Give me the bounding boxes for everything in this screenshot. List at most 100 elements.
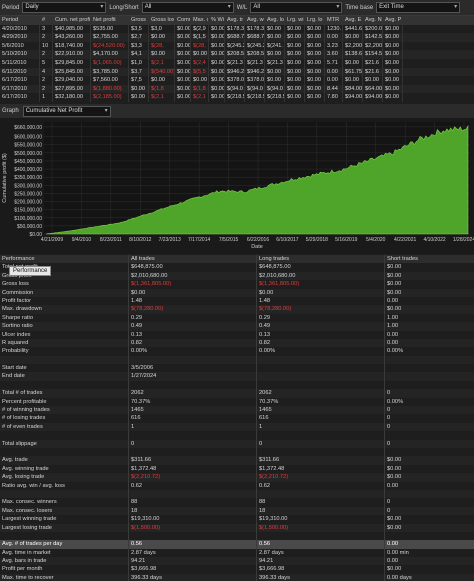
performance-row[interactable] bbox=[0, 431, 474, 440]
performance-row[interactable]: Ulcer index 0.13 0.13 0.00 bbox=[0, 330, 474, 339]
performance-row[interactable]: End date 1/27/2024 bbox=[0, 372, 474, 381]
column-header[interactable]: Lrg. wi bbox=[287, 16, 305, 25]
performance-row[interactable]: Largest winning trade $19,310.00 $19,310.0… bbox=[0, 515, 474, 524]
performance-row[interactable]: # of winning trades 1465 1465 0 bbox=[0, 406, 474, 415]
table-cell: $0.00 bbox=[383, 84, 403, 94]
table-cell: $0.00 bbox=[285, 67, 305, 77]
metric-value bbox=[256, 380, 384, 390]
column-header[interactable]: Avg. N bbox=[365, 16, 383, 25]
metric-value: 0.00% bbox=[128, 347, 256, 356]
performance-row[interactable]: Max. consec. winners 88 88 0 bbox=[0, 498, 474, 507]
performance-row[interactable]: R squared 0.82 0.82 0.00 bbox=[0, 338, 474, 348]
performance-row[interactable]: Gross profit$2,010,680.00$2,010,680.00$0… bbox=[0, 271, 474, 281]
metric-label bbox=[0, 448, 128, 456]
column-header[interactable]: Gross bbox=[129, 16, 149, 25]
column-header[interactable]: Max. c bbox=[193, 16, 209, 25]
performance-row[interactable] bbox=[0, 489, 474, 499]
performance-row[interactable] bbox=[0, 380, 474, 390]
wl-label: W/L bbox=[236, 4, 248, 11]
metric-value: $19,310.00 bbox=[256, 515, 384, 524]
performance-row[interactable]: Avg. winning trade $1,372.48 $1,372.48 $0.0… bbox=[0, 464, 474, 474]
performance-row[interactable]: Largest losing trade $(1,500.00) $(1,500.0… bbox=[0, 523, 474, 532]
metric-value: $(2,210.72) bbox=[256, 473, 384, 482]
y-tick-label: $660,000.00 bbox=[14, 125, 42, 131]
column-header[interactable]: Performance bbox=[2, 256, 35, 262]
period-table-row[interactable]: 6/17/2010 1 $32,180.00 $(2,185.00) $0.00 $(2,… bbox=[0, 93, 474, 102]
column-header[interactable]: Comm bbox=[175, 16, 191, 25]
performance-row[interactable]: Ratio avg. win / avg. loss 0.62 0.62 0.00 bbox=[0, 481, 474, 490]
period-table-row[interactable]: 6/17/2010 2 $29,040.00 $7,560.00 $7,5 $0.00 $0… bbox=[0, 76, 474, 85]
performance-row[interactable]: Sharpe ratio 0.29 0.29 1.00 bbox=[0, 313, 474, 323]
column-header[interactable]: Short trades bbox=[384, 255, 474, 264]
column-header[interactable]: % Win bbox=[211, 16, 225, 25]
performance-row[interactable] bbox=[0, 355, 474, 365]
metric-value: 1.48 bbox=[256, 296, 384, 306]
performance-row[interactable] bbox=[0, 447, 474, 457]
column-header[interactable]: Avg. P bbox=[385, 16, 403, 25]
table-cell: $3,5 bbox=[129, 24, 149, 34]
wl-select[interactable]: All bbox=[250, 2, 343, 13]
performance-row[interactable]: Total slippage 0 0 0 bbox=[0, 439, 474, 448]
performance-row[interactable]: Commission $0.00 $0.00 $0.00 bbox=[0, 288, 474, 297]
column-header[interactable]: All trades bbox=[128, 255, 256, 264]
performance-row[interactable]: Avg. time in market 2.87 days 2.87 days 0.0… bbox=[0, 548, 474, 558]
column-header[interactable]: Lrg. lo bbox=[305, 16, 325, 25]
metric-label: Total slippage bbox=[2, 440, 37, 447]
period-table-row[interactable]: 5/6/2010 10 $18,740.00 $(24,520.00) $3,3 $(28… bbox=[0, 41, 474, 51]
column-header[interactable]: Cum. net profit bbox=[55, 16, 91, 25]
graph-type-select[interactable]: Cumulative Net Profit bbox=[22, 105, 111, 117]
performance-row[interactable]: # of even trades 1 1 0 bbox=[0, 422, 474, 432]
performance-row[interactable]: Percent profitable 70.37% 70.37% 0.00% bbox=[0, 397, 474, 407]
metric-value: $0.00 bbox=[384, 565, 474, 574]
performance-row[interactable]: Max. consec. losers 18 18 0 bbox=[0, 506, 474, 516]
performance-row[interactable]: Profit factor 1.48 1.48 0.00 bbox=[0, 296, 474, 306]
timebase-select[interactable]: Exit Time bbox=[376, 2, 461, 13]
performance-row[interactable]: Max. drawdown $(78,280.00) $(78,280.00) $0.… bbox=[0, 305, 474, 314]
table-cell: $(245.2 bbox=[227, 41, 245, 51]
period-select[interactable]: Daily bbox=[22, 2, 107, 13]
performance-row[interactable]: Max. time to recover 396.33 days 396.33 da… bbox=[0, 573, 474, 581]
performance-row[interactable]: # of losing trades 616 616 0 bbox=[0, 414, 474, 423]
performance-row[interactable]: Start date 3/5/2006 bbox=[0, 364, 474, 373]
longshort-select[interactable]: All bbox=[141, 2, 234, 13]
table-cell: $0.00 bbox=[211, 84, 225, 94]
period-table-row[interactable]: 6/11/2010 4 $25,845.00 $3,785.00 $3,7 $(540.0… bbox=[0, 67, 474, 77]
column-header[interactable]: MTR bbox=[325, 16, 343, 25]
period-table-row[interactable]: 4/29/2010 2 $43,260.00 $2,755.00 $2,7 $0.00 $0… bbox=[0, 33, 474, 42]
period-table-row[interactable]: 5/11/2010 5 $29,845.00 $(1,065.00) $1,0 $(2,1… bbox=[0, 58, 474, 68]
table-cell: $946.2 bbox=[247, 67, 265, 77]
table-cell: $(1,8 bbox=[149, 84, 175, 94]
metric-value: 616 bbox=[128, 414, 256, 423]
table-cell: 4/29/2010 bbox=[0, 33, 40, 42]
performance-row[interactable]: Avg. # of trades per day 0.56 0.56 0.00 bbox=[0, 540, 474, 549]
metric-value: $3,666.98 bbox=[128, 565, 256, 574]
performance-row[interactable]: Avg. trade $311.66 $311.66 $0.00 bbox=[0, 456, 474, 465]
column-header[interactable]: Long trades bbox=[256, 255, 384, 264]
performance-row[interactable]: Probability 0.00% 0.00% 0.00% bbox=[0, 347, 474, 356]
performance-row[interactable]: Avg. losing trade $(2,210.72) $(2,210.72) $… bbox=[0, 473, 474, 482]
period-table-row[interactable]: 4/20/2010 3 $40,985.00 $535.00 $3,5 $3,0 $0.00… bbox=[0, 24, 474, 34]
performance-row[interactable]: Total # of trades 2062 2062 0 bbox=[0, 389, 474, 398]
performance-row[interactable]: Total net profit$648,875.00$648,875.00$0… bbox=[0, 263, 474, 272]
metric-value: 0.00% bbox=[384, 397, 474, 407]
column-header[interactable]: Avg. tr bbox=[227, 16, 245, 25]
column-header[interactable]: Avg. E bbox=[345, 16, 363, 25]
column-header[interactable]: Avg. w bbox=[247, 16, 265, 25]
performance-row[interactable]: Avg. bars in trade 94.21 94.21 0.00 bbox=[0, 557, 474, 566]
period-table-row[interactable]: 6/17/2010 2 $27,895.00 $(1,880.00) $0.00 $(1,… bbox=[0, 84, 474, 94]
performance-row[interactable]: Gross loss $(1,361,805.00) $(1,361,805.00)… bbox=[0, 280, 474, 289]
column-header[interactable]: # bbox=[40, 16, 53, 25]
column-header[interactable]: Avg. lo bbox=[267, 16, 285, 25]
metric-label: Avg. losing trade bbox=[2, 474, 45, 481]
table-cell: $178.3 bbox=[227, 24, 245, 34]
table-cell: $29,845.00 bbox=[53, 58, 91, 68]
table-cell: $0.00 bbox=[305, 93, 325, 102]
column-header[interactable]: Gross loss bbox=[151, 16, 175, 25]
performance-row[interactable]: Sortino ratio 0.49 0.49 1.00 bbox=[0, 322, 474, 331]
period-table-row[interactable]: 5/10/2010 2 $22,910.00 $4,170.00 $4,1 $0.00 $0… bbox=[0, 50, 474, 59]
metric-value: 0.49 bbox=[128, 322, 256, 331]
performance-row[interactable] bbox=[0, 531, 474, 541]
column-header[interactable]: Period bbox=[0, 16, 40, 25]
column-header[interactable]: Net profit bbox=[91, 16, 129, 25]
performance-row[interactable]: Profit per month $3,666.98 $3,666.98 $0.00 bbox=[0, 565, 474, 574]
